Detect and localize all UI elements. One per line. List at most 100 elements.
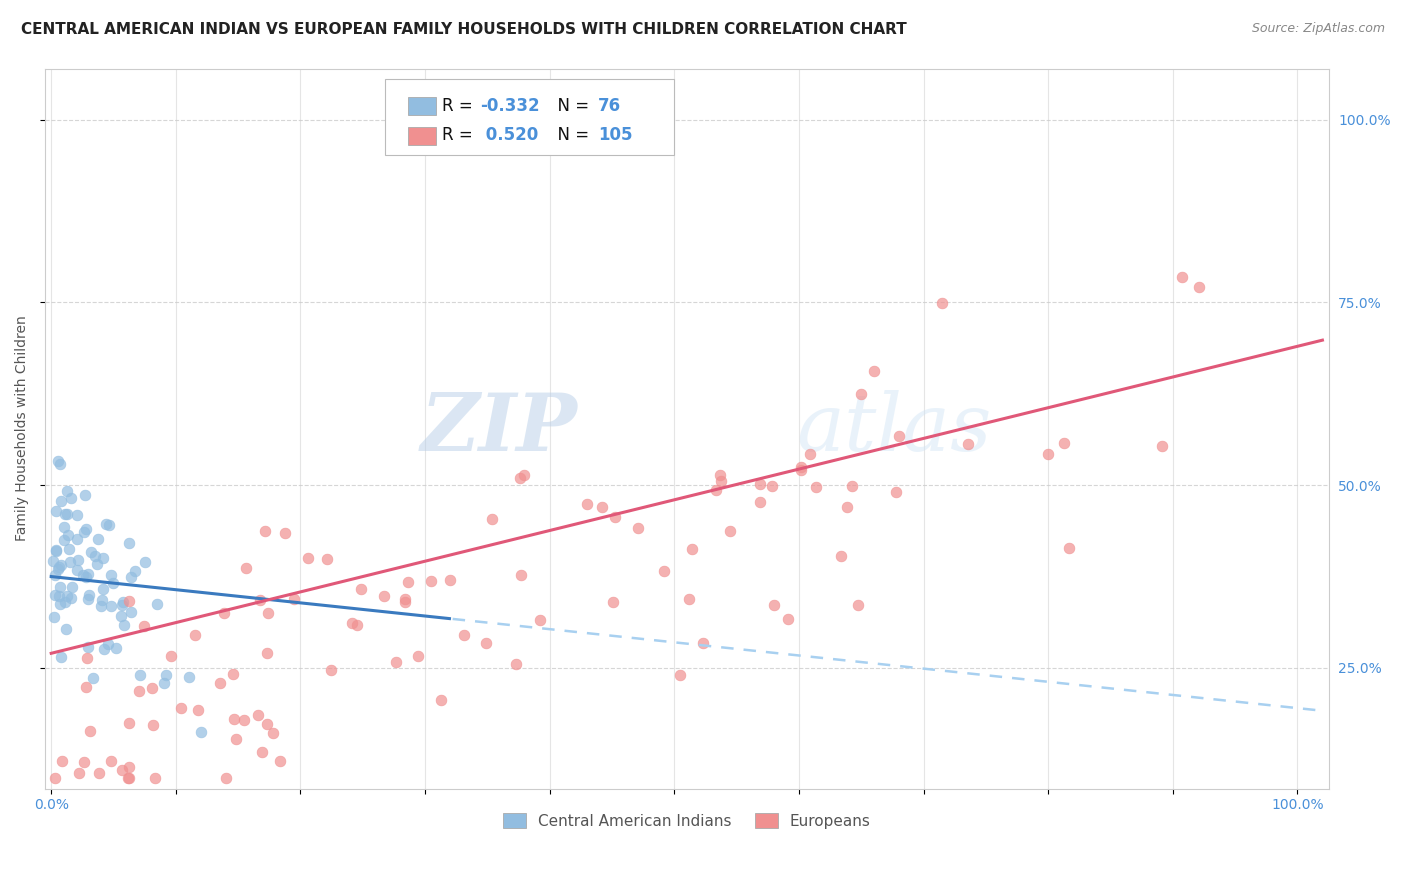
Point xyxy=(120,606,142,620)
Point xyxy=(837,500,859,515)
Point xyxy=(124,564,146,578)
Point xyxy=(73,488,96,502)
Text: 76: 76 xyxy=(598,97,621,115)
Point xyxy=(146,597,169,611)
Text: atlas: atlas xyxy=(796,390,991,467)
Point xyxy=(1057,541,1080,556)
Text: -0.332: -0.332 xyxy=(479,97,540,115)
Text: 105: 105 xyxy=(598,127,633,145)
Point xyxy=(1152,439,1174,453)
Point xyxy=(49,458,72,472)
Point xyxy=(160,648,183,663)
Point xyxy=(73,755,96,769)
Point xyxy=(45,504,67,518)
Point xyxy=(776,612,799,626)
Point xyxy=(59,591,82,605)
Point xyxy=(100,567,122,582)
Point xyxy=(86,557,108,571)
Point xyxy=(761,479,783,493)
Point xyxy=(76,650,98,665)
Point xyxy=(1171,269,1194,284)
Point xyxy=(45,544,67,558)
Point xyxy=(396,575,419,590)
Point xyxy=(100,755,122,769)
Point xyxy=(96,637,118,651)
Point xyxy=(51,649,73,664)
Point xyxy=(253,524,276,539)
Point xyxy=(509,567,531,582)
Point xyxy=(48,560,70,574)
Text: ZIP: ZIP xyxy=(420,390,578,467)
Point xyxy=(394,591,416,606)
Point xyxy=(846,599,869,613)
Point xyxy=(75,523,97,537)
FancyBboxPatch shape xyxy=(408,97,436,115)
Point xyxy=(627,521,650,535)
Point xyxy=(246,708,269,723)
Point xyxy=(512,468,534,483)
Point xyxy=(91,551,114,566)
Point xyxy=(430,693,453,707)
Point xyxy=(58,542,80,557)
Point xyxy=(190,724,212,739)
Point xyxy=(118,593,141,607)
Point xyxy=(215,771,238,785)
Point xyxy=(804,480,827,494)
Point xyxy=(692,636,714,650)
Point xyxy=(505,657,527,671)
Point xyxy=(51,494,73,508)
Point xyxy=(602,595,624,609)
Point xyxy=(44,771,66,785)
Text: Source: ZipAtlas.com: Source: ZipAtlas.com xyxy=(1251,22,1385,36)
Point xyxy=(80,544,103,558)
Point xyxy=(42,554,65,568)
Point xyxy=(117,771,139,785)
Point xyxy=(212,606,235,620)
Point xyxy=(49,597,72,611)
Point xyxy=(75,680,97,694)
Point xyxy=(59,491,82,505)
Point xyxy=(849,386,872,401)
Point xyxy=(256,646,278,660)
Point xyxy=(153,675,176,690)
Point xyxy=(117,715,139,730)
Point xyxy=(439,574,461,588)
Point xyxy=(225,732,247,747)
Point xyxy=(762,598,785,612)
Point xyxy=(704,483,727,497)
Point xyxy=(748,476,770,491)
Point xyxy=(790,463,813,477)
Point xyxy=(112,595,135,609)
Point xyxy=(118,771,141,785)
Point xyxy=(1038,446,1060,460)
Point xyxy=(53,519,76,533)
Point xyxy=(321,663,343,677)
Point xyxy=(59,555,82,569)
Point xyxy=(208,675,231,690)
Point xyxy=(591,500,613,514)
Point xyxy=(93,642,115,657)
Point xyxy=(44,587,66,601)
Point xyxy=(112,617,135,632)
Point xyxy=(46,562,69,576)
Point xyxy=(90,593,112,607)
Point xyxy=(249,593,271,607)
Point xyxy=(118,759,141,773)
Point xyxy=(67,766,90,780)
Point xyxy=(134,555,156,569)
Point xyxy=(77,567,100,582)
Point xyxy=(481,511,503,525)
Point xyxy=(45,542,67,557)
Point xyxy=(187,703,209,717)
Point xyxy=(44,568,66,582)
Point xyxy=(419,574,441,589)
Point xyxy=(709,474,731,488)
Point xyxy=(66,532,89,546)
Point xyxy=(887,429,910,443)
Point xyxy=(82,671,104,685)
Point xyxy=(100,599,122,614)
Point xyxy=(576,497,599,511)
Text: N =: N = xyxy=(547,127,595,145)
Point xyxy=(67,553,90,567)
Point xyxy=(269,754,291,768)
